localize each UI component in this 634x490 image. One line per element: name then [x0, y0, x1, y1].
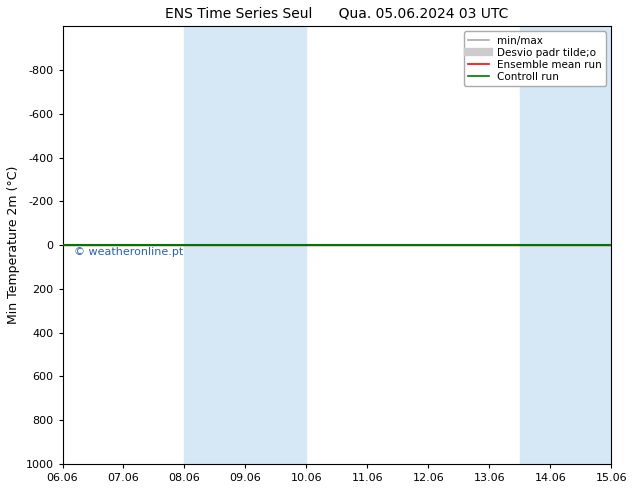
Bar: [184, 26, 306, 464]
Title: ENS Time Series Seul      Qua. 05.06.2024 03 UTC: ENS Time Series Seul Qua. 05.06.2024 03 …: [165, 7, 508, 21]
Bar: [520, 26, 611, 464]
Legend: min/max, Desvio padr tilde;o, Ensemble mean run, Controll run: min/max, Desvio padr tilde;o, Ensemble m…: [464, 31, 606, 86]
Y-axis label: Min Temperature 2m (°C): Min Temperature 2m (°C): [7, 166, 20, 324]
Text: © weatheronline.pt: © weatheronline.pt: [74, 247, 183, 257]
